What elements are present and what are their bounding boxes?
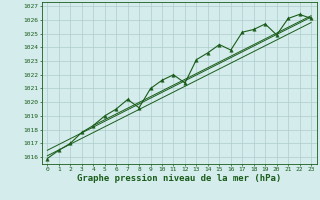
X-axis label: Graphe pression niveau de la mer (hPa): Graphe pression niveau de la mer (hPa): [77, 174, 281, 183]
